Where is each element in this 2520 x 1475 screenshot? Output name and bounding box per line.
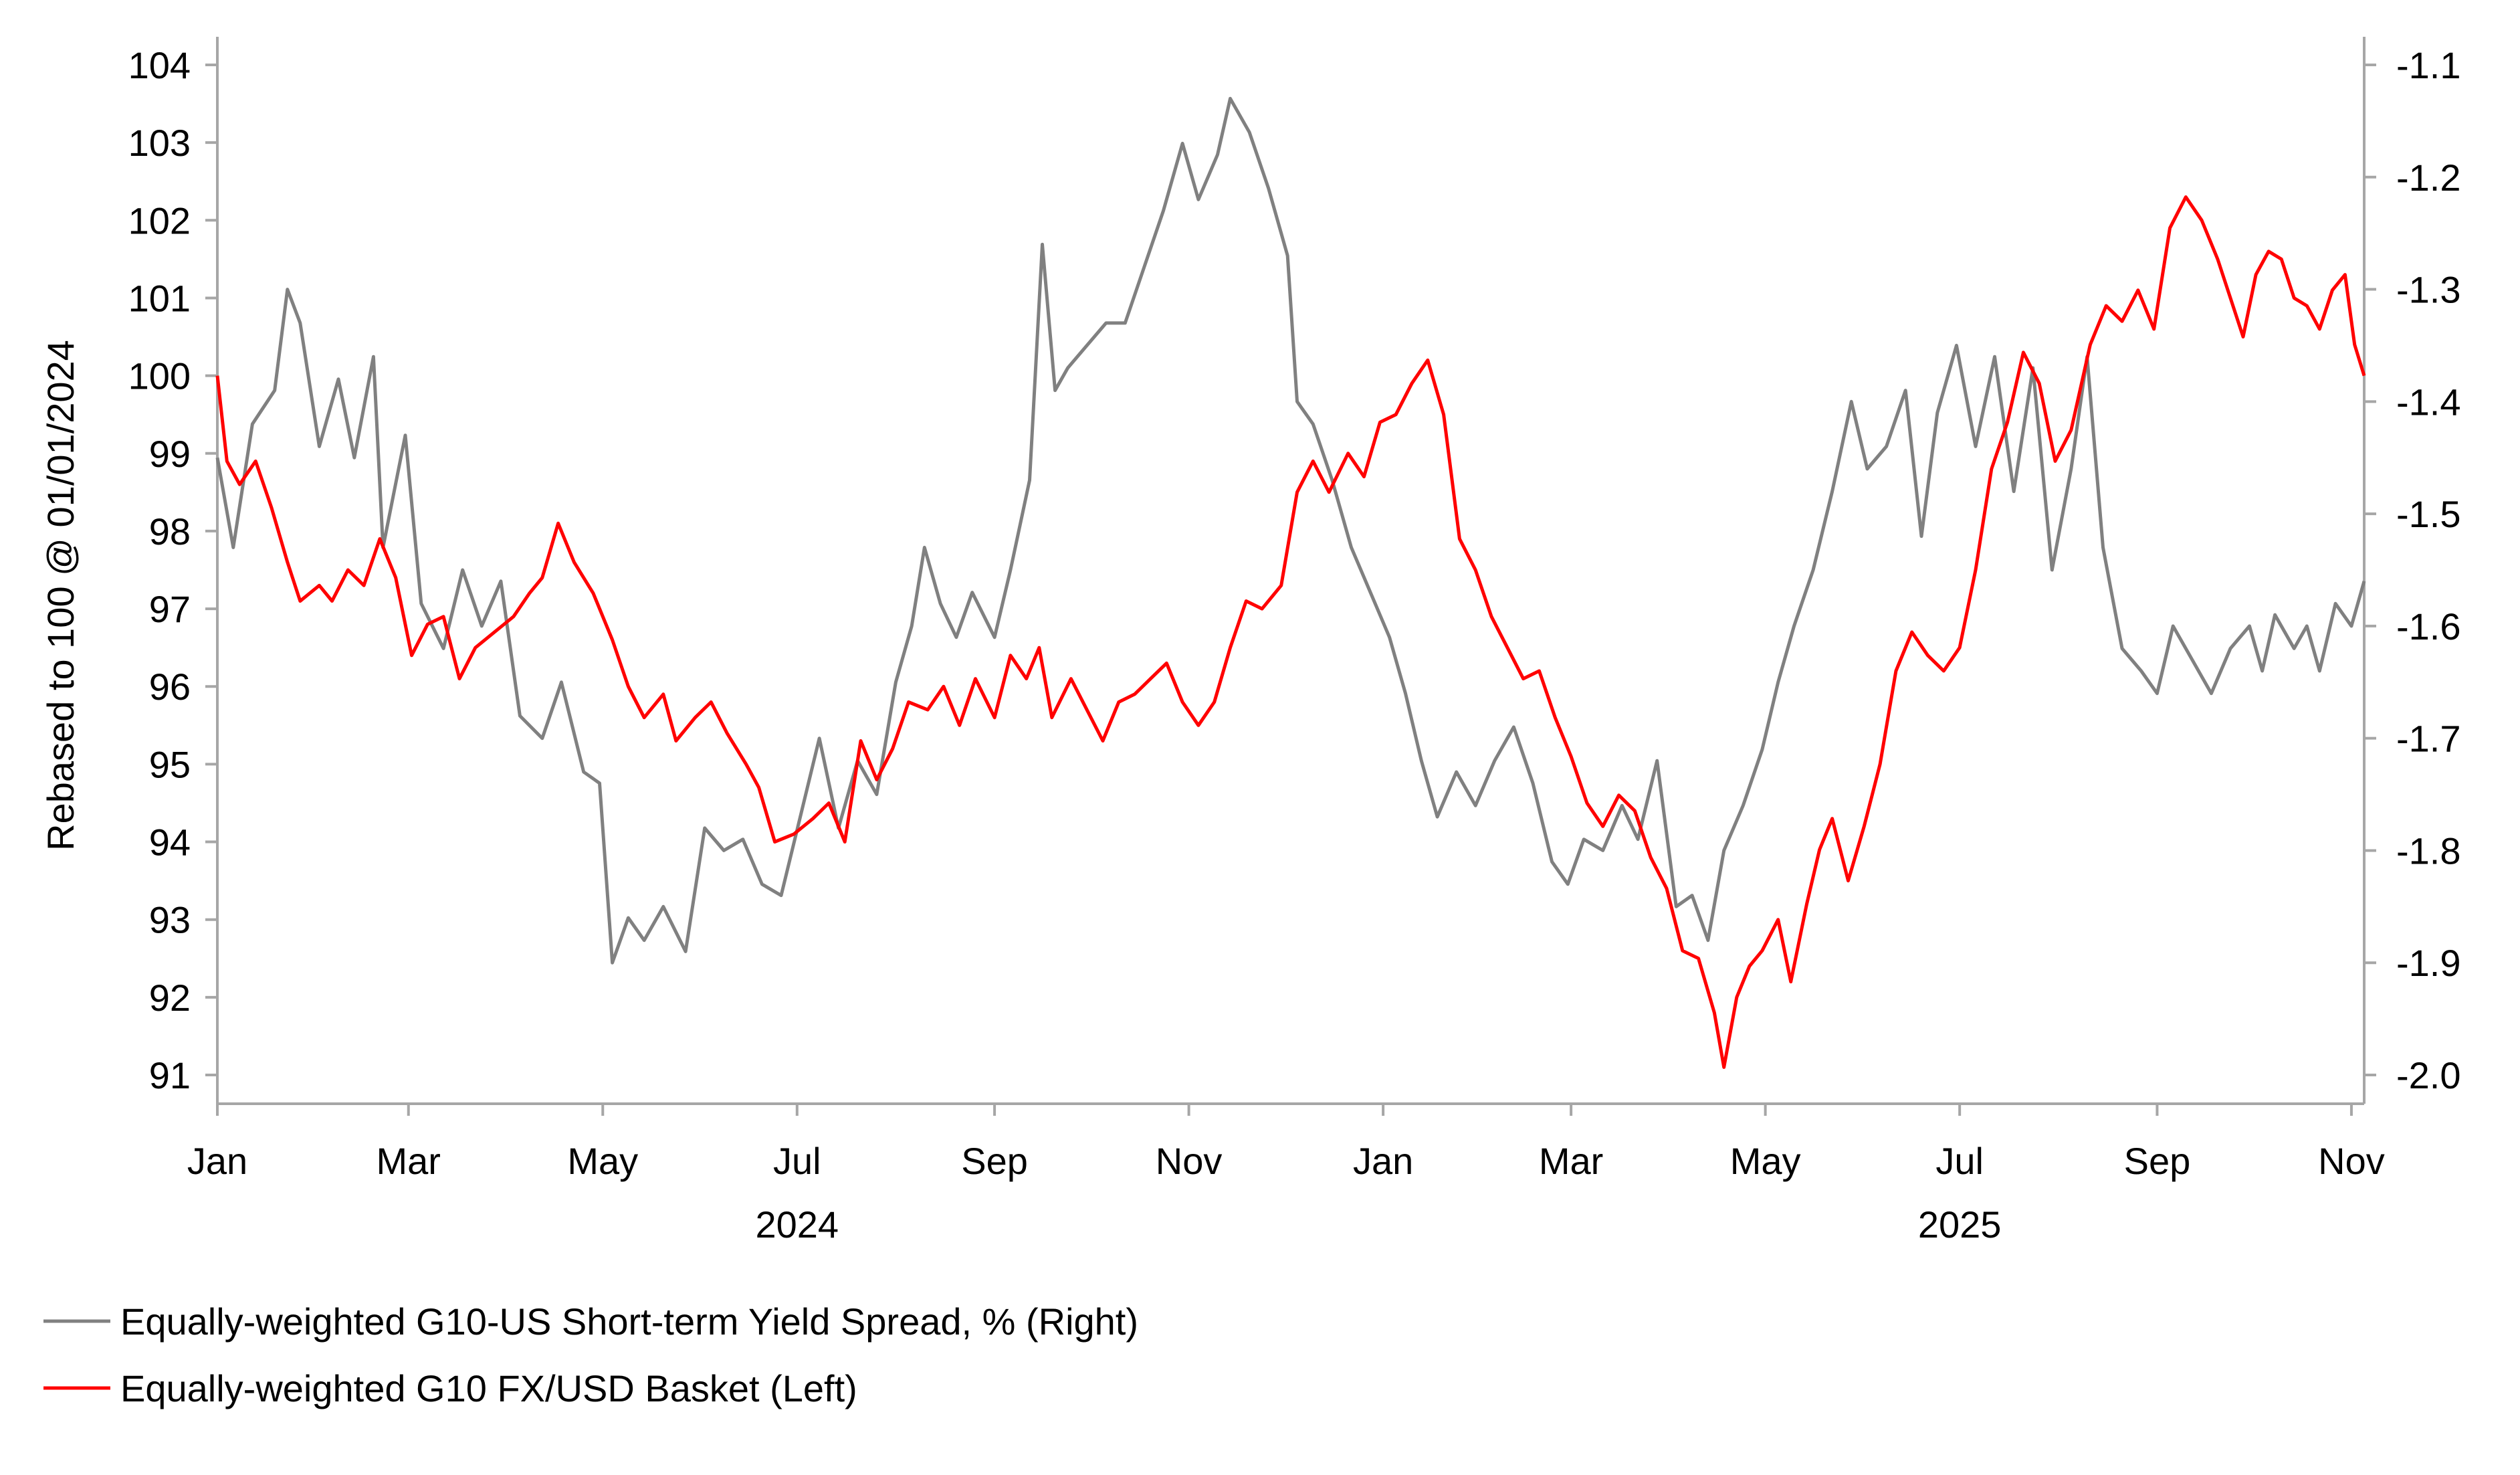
left-y-tick-label: 103 (128, 122, 191, 164)
left-y-tick-label: 100 (128, 355, 191, 397)
x-tick-label: Sep (2124, 1140, 2191, 1182)
x-tick-label: May (1730, 1140, 1801, 1182)
legend-label: Equally-weighted G10 FX/USD Basket (Left… (120, 1367, 857, 1409)
x-tick-label: May (567, 1140, 638, 1182)
x-tick-label: Nov (1156, 1140, 1223, 1182)
right-y-tick-label: -1.9 (2396, 942, 2461, 984)
fx-basket-line (215, 195, 2366, 1069)
left-y-tick-label: 93 (149, 899, 191, 941)
left-y-tick-label: 92 (149, 977, 191, 1019)
right-y-tick-label: -1.5 (2396, 493, 2461, 535)
left-y-tick-label: 101 (128, 277, 191, 319)
x-tick-label: Sep (961, 1140, 1028, 1182)
left-y-tick-label: 94 (149, 821, 191, 864)
right-y-tick-label: -1.8 (2396, 829, 2461, 872)
right-y-tick-label: -1.1 (2396, 44, 2461, 86)
right-y-ticks: -1.1 -1.2 -1.3 -1.4 -1.5 -1.6 -1.7 -1.8 -1.9 -2.0 (2364, 44, 2461, 1096)
x-tick-label: Jul (1935, 1140, 1984, 1182)
left-y-tick-label: 97 (149, 588, 191, 630)
x-tick-label: Jan (187, 1140, 247, 1182)
x-tick-label: Nov (2318, 1140, 2385, 1182)
left-y-ticks: 104 103 102 101 100 99 98 97 96 95 94 93 92 91 (128, 44, 217, 1096)
left-y-tick-label: 95 (149, 743, 191, 785)
series-layer (215, 96, 2366, 1069)
x-tick-label: Mar (377, 1140, 441, 1182)
right-y-tick-label: -2.0 (2396, 1054, 2461, 1096)
y-axis-title: Rebased to 100 @ 01/01/2024 (39, 340, 82, 851)
right-y-tick-label: -1.6 (2396, 605, 2461, 648)
left-y-tick-label: 98 (149, 510, 191, 553)
x-tick-label: Jul (773, 1140, 821, 1182)
right-y-tick-label: -1.4 (2396, 381, 2461, 423)
legend: Equally-weighted G10-US Short-term Yield… (43, 1300, 1138, 1409)
right-y-tick-label: -1.3 (2396, 269, 2461, 311)
right-y-tick-label: -1.2 (2396, 157, 2461, 199)
yield-spread-line (215, 96, 2366, 965)
left-y-tick-label: 99 (149, 433, 191, 475)
left-y-tick-label: 96 (149, 666, 191, 708)
legend-label: Equally-weighted G10-US Short-term Yield… (120, 1300, 1138, 1343)
left-y-tick-label: 91 (149, 1054, 191, 1096)
axes-layer (216, 37, 2366, 1105)
left-y-tick-label: 102 (128, 199, 191, 241)
right-y-tick-label: -1.7 (2396, 718, 2461, 760)
x-tick-label: Mar (1539, 1140, 1603, 1182)
x-tick-label: Jan (1353, 1140, 1413, 1182)
x-ticks: Jan Mar May Jul Sep Nov Jan Mar May Jul Sep Nov 2024… (187, 1104, 2385, 1246)
x-year-label: 2025 (1918, 1203, 2002, 1246)
x-year-label: 2024 (756, 1203, 839, 1246)
left-y-tick-label: 104 (128, 44, 191, 86)
